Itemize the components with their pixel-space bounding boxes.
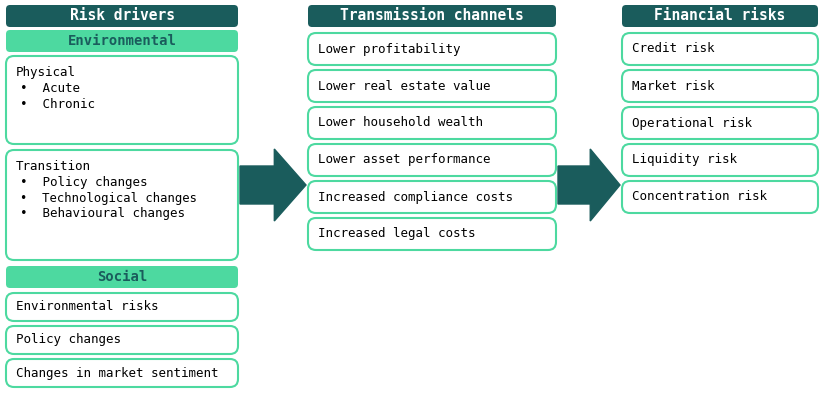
FancyBboxPatch shape: [308, 5, 556, 27]
Text: Concentration risk: Concentration risk: [632, 191, 767, 204]
Text: Environmental risks: Environmental risks: [16, 301, 159, 314]
FancyBboxPatch shape: [6, 56, 238, 144]
FancyBboxPatch shape: [308, 218, 556, 250]
FancyBboxPatch shape: [6, 5, 238, 27]
FancyBboxPatch shape: [6, 30, 238, 52]
Text: Credit risk: Credit risk: [632, 43, 714, 56]
Text: Risk drivers: Risk drivers: [70, 8, 174, 23]
FancyBboxPatch shape: [308, 33, 556, 65]
FancyBboxPatch shape: [622, 5, 818, 27]
FancyBboxPatch shape: [308, 107, 556, 139]
Text: •  Chronic: • Chronic: [20, 98, 95, 111]
FancyBboxPatch shape: [308, 70, 556, 102]
Text: Lower household wealth: Lower household wealth: [318, 117, 483, 130]
Text: Policy changes: Policy changes: [16, 334, 121, 347]
FancyBboxPatch shape: [308, 181, 556, 213]
Text: Lower asset performance: Lower asset performance: [318, 153, 491, 166]
Polygon shape: [240, 149, 306, 221]
Polygon shape: [558, 149, 620, 221]
FancyBboxPatch shape: [622, 181, 818, 213]
Text: Transmission channels: Transmission channels: [340, 8, 524, 23]
FancyBboxPatch shape: [622, 70, 818, 102]
Text: Lower real estate value: Lower real estate value: [318, 79, 491, 92]
Text: Transition: Transition: [16, 160, 91, 173]
Text: •  Behavioural changes: • Behavioural changes: [20, 207, 185, 220]
Text: Increased legal costs: Increased legal costs: [318, 227, 475, 240]
FancyBboxPatch shape: [622, 107, 818, 139]
FancyBboxPatch shape: [6, 150, 238, 260]
Text: •  Policy changes: • Policy changes: [20, 176, 147, 189]
Text: •  Acute: • Acute: [20, 82, 80, 95]
Text: Operational risk: Operational risk: [632, 117, 752, 130]
FancyBboxPatch shape: [308, 144, 556, 176]
Text: Social: Social: [97, 270, 147, 284]
Text: Lower profitability: Lower profitability: [318, 43, 460, 56]
Text: Financial risks: Financial risks: [654, 8, 786, 23]
Text: Environmental: Environmental: [67, 34, 177, 48]
Text: Increased compliance costs: Increased compliance costs: [318, 191, 513, 204]
FancyBboxPatch shape: [6, 326, 238, 354]
FancyBboxPatch shape: [6, 266, 238, 288]
Text: Physical: Physical: [16, 66, 76, 79]
Text: •  Technological changes: • Technological changes: [20, 192, 197, 205]
FancyBboxPatch shape: [6, 359, 238, 387]
FancyBboxPatch shape: [6, 293, 238, 321]
Text: Changes in market sentiment: Changes in market sentiment: [16, 367, 219, 380]
FancyBboxPatch shape: [622, 33, 818, 65]
Text: Market risk: Market risk: [632, 79, 714, 92]
Text: Liquidity risk: Liquidity risk: [632, 153, 737, 166]
FancyBboxPatch shape: [622, 144, 818, 176]
